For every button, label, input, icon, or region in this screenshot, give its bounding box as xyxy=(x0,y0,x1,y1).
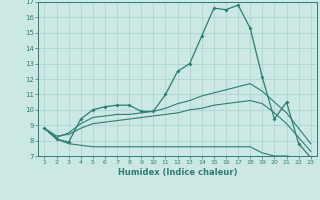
X-axis label: Humidex (Indice chaleur): Humidex (Indice chaleur) xyxy=(118,168,237,177)
